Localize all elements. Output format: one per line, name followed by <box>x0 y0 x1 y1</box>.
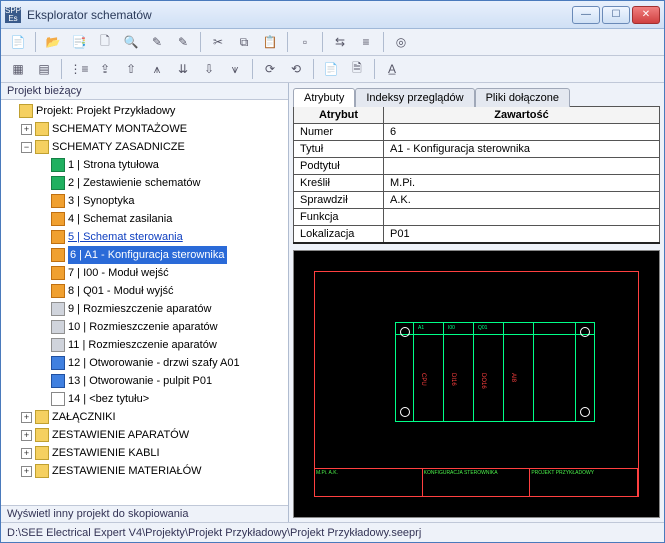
close-button[interactable]: ✕ <box>632 6 660 24</box>
copy-icon[interactable]: ⧉ <box>233 31 255 53</box>
tree-node[interactable]: +ZESTAWIENIE APARATÓW <box>21 426 286 444</box>
drawing-preview[interactable]: A1 I00 Q01 CPU DI16 DO16 AI8 M.Pi. A.K. … <box>293 250 660 518</box>
tree-node[interactable]: +ZAŁĄCZNIKI <box>21 408 286 426</box>
tree-node[interactable]: 13 | Otworowanie - pulpit P01 <box>37 372 286 390</box>
tool-icon[interactable]: ▦ <box>7 58 29 80</box>
project-tree: Projekt: Projekt Przykładowy+SCHEMATY MO… <box>1 100 288 505</box>
tree-node[interactable]: 6 | A1 - Konfiguracja sterownika <box>37 246 286 264</box>
tool-icon[interactable]: ⩚ <box>146 58 168 80</box>
tree-node[interactable]: 9 | Rozmieszczenie aparatów <box>37 300 286 318</box>
tree-node[interactable]: 11 | Rozmieszczenie aparatów <box>37 336 286 354</box>
tree-footer[interactable]: Wyświetl inny projekt do skopiowania <box>1 505 288 522</box>
tree-node[interactable]: 2 | Zestawienie schematów <box>37 174 286 192</box>
window-title: Eksplorator schematów <box>27 8 572 22</box>
titleblock-cell: PROJEKT PRZYKŁADOWY <box>530 469 638 496</box>
tool-icon[interactable]: 🗎 <box>346 58 368 80</box>
col-value: Zawartość <box>384 107 660 124</box>
tool-icon[interactable]: ⇆ <box>329 31 351 53</box>
tree-node[interactable]: +SCHEMATY MONTAŻOWE <box>21 120 286 138</box>
tool-icon[interactable]: ≡ <box>355 31 377 53</box>
status-path: D:\SEE Electrical Expert V4\Projekty\Pro… <box>7 527 421 539</box>
tabs: Atrybuty Indeksy przeglądów Pliki dołącz… <box>289 83 664 106</box>
tab-files[interactable]: Pliki dołączone <box>475 88 570 107</box>
table-row[interactable]: KreśliłM.Pi. <box>294 175 660 192</box>
table-row[interactable]: SprawdziłA.K. <box>294 192 660 209</box>
tree-node[interactable]: Projekt: Projekt Przykładowy <box>5 102 286 120</box>
tool-icon[interactable]: ⇊ <box>172 58 194 80</box>
tool-icon[interactable]: ▤ <box>33 58 55 80</box>
tool-icon[interactable]: 🗋 <box>94 31 116 53</box>
tool-icon[interactable]: ▫ <box>294 31 316 53</box>
tool-icon[interactable]: ◎ <box>390 31 412 53</box>
tree-node[interactable]: 14 | <bez tytułu> <box>37 390 286 408</box>
maximize-button[interactable]: ☐ <box>602 6 630 24</box>
tool-icon[interactable]: ⇪ <box>94 58 116 80</box>
minimize-button[interactable]: — <box>572 6 600 24</box>
tab-attributes[interactable]: Atrybuty <box>293 88 355 107</box>
tab-indexes[interactable]: Indeksy przeglądów <box>355 88 474 107</box>
col-attribute: Atrybut <box>294 107 384 124</box>
tool-icon[interactable]: ⟲ <box>285 58 307 80</box>
attribute-table: Atrybut Zawartość Numer6TytułA1 - Konfig… <box>293 106 660 244</box>
tool-icon[interactable]: A̲ <box>381 58 403 80</box>
table-row[interactable]: Podtytuł <box>294 158 660 175</box>
tree-node[interactable]: 4 | Schemat zasilania <box>37 210 286 228</box>
table-row[interactable]: LokalizacjaP01 <box>294 226 660 244</box>
tree-node[interactable]: +ZESTAWIENIE KABLI <box>21 444 286 462</box>
tool-icon[interactable]: ⇩ <box>198 58 220 80</box>
tree-header: Projekt bieżący <box>1 83 288 100</box>
table-row[interactable]: TytułA1 - Konfiguracja sterownika <box>294 141 660 158</box>
tool-icon[interactable]: ⋮≡ <box>68 58 90 80</box>
tool-icon[interactable]: ⇧ <box>120 58 142 80</box>
tree-node[interactable]: +ZESTAWIENIE MATERIAŁÓW <box>21 462 286 480</box>
tool-icon[interactable]: ⩛ <box>224 58 246 80</box>
find-icon[interactable]: 🔍 <box>120 31 142 53</box>
paste-icon[interactable]: 📋 <box>259 31 281 53</box>
tool-icon[interactable]: ✎ <box>172 31 194 53</box>
toolbar-2: ▦ ▤ ⋮≡ ⇪ ⇧ ⩚ ⇊ ⇩ ⩛ ⟳ ⟲ 📄 🗎 A̲ <box>1 56 664 83</box>
tool-icon[interactable]: 📑 <box>68 31 90 53</box>
toolbar-1: 📄 📂 📑 🗋 🔍 ✎ ✎ ✂ ⧉ 📋 ▫ ⇆ ≡ ◎ <box>1 29 664 56</box>
table-row[interactable]: Funkcja <box>294 209 660 226</box>
tree-node[interactable]: −SCHEMATY ZASADNICZE <box>21 138 286 156</box>
titlebar: SPPEs Eksplorator schematów — ☐ ✕ <box>1 1 664 29</box>
tree-node[interactable]: 7 | I00 - Moduł wejść <box>37 264 286 282</box>
tree-node[interactable]: 5 | Schemat sterowania <box>37 228 286 246</box>
open-icon[interactable]: 📂 <box>42 31 64 53</box>
tree-node[interactable]: 1 | Strona tytułowa <box>37 156 286 174</box>
tree-node[interactable]: 12 | Otworowanie - drzwi szafy A01 <box>37 354 286 372</box>
tree-node[interactable]: 3 | Synoptyka <box>37 192 286 210</box>
tool-icon[interactable]: ⟳ <box>259 58 281 80</box>
titleblock-cell: KONFIGURACJA STEROWNIKA <box>423 469 531 496</box>
tool-icon[interactable]: ✎ <box>146 31 168 53</box>
titleblock-cell: M.Pi. A.K. <box>315 469 423 496</box>
app-icon: SPPEs <box>5 7 21 23</box>
tree-node[interactable]: 10 | Rozmieszczenie aparatów <box>37 318 286 336</box>
statusbar: D:\SEE Electrical Expert V4\Projekty\Pro… <box>1 522 664 542</box>
cut-icon[interactable]: ✂ <box>207 31 229 53</box>
table-row[interactable]: Numer6 <box>294 124 660 141</box>
tool-icon[interactable]: 📄 <box>7 31 29 53</box>
tree-node[interactable]: 8 | Q01 - Moduł wyjść <box>37 282 286 300</box>
tool-icon[interactable]: 📄 <box>320 58 342 80</box>
